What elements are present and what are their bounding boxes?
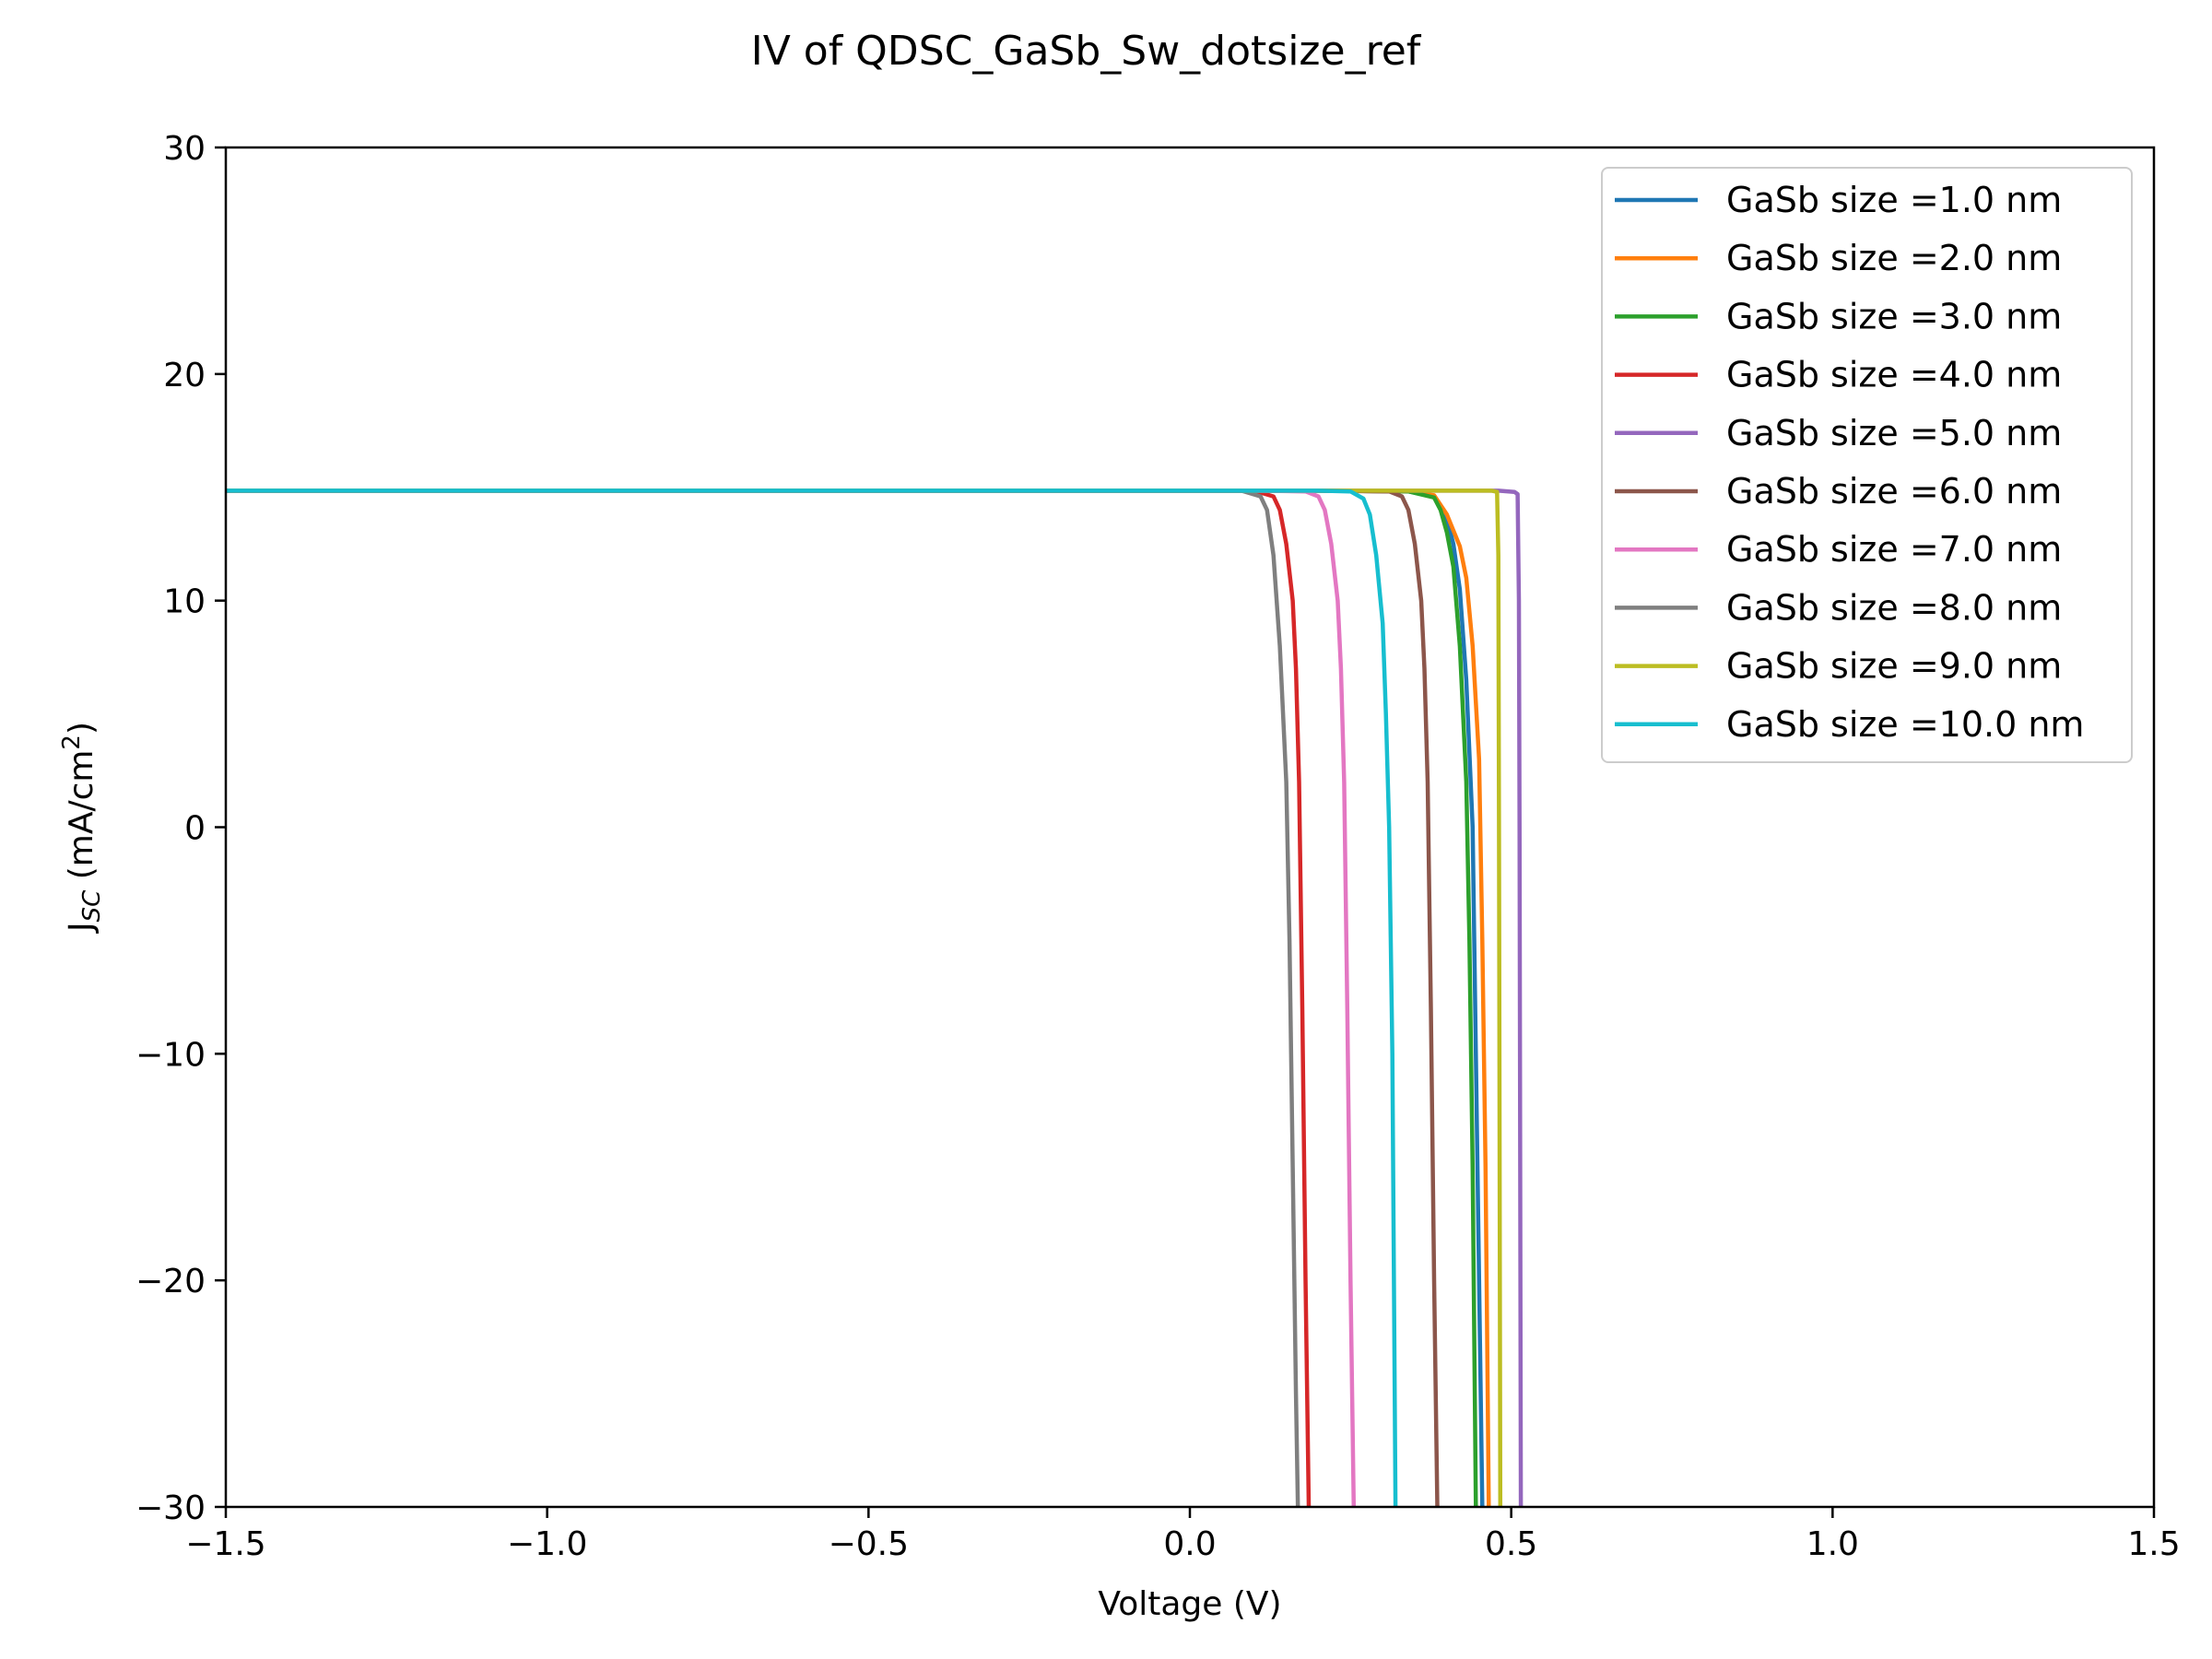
legend-label: GaSb size =7.0 nm [1726,529,2062,570]
x-axis-label: Voltage (V) [1098,1585,1281,1623]
series-line-9 [226,488,1503,1507]
legend-label: GaSb size =10.0 nm [1726,704,2084,745]
y-tick-label: 30 [163,130,206,168]
y-tick-label: 0 [184,810,206,848]
legend-label: GaSb size =5.0 nm [1726,413,2062,453]
legend-box [1601,167,2133,763]
y-tick-label: −30 [135,1489,206,1527]
y-tick-label: −20 [135,1263,206,1300]
legend-label: GaSb size =6.0 nm [1726,471,2062,512]
x-tick-label: −1.0 [507,1525,587,1563]
x-tick-label: 1.5 [2127,1525,2180,1563]
x-axis: −1.5 −1.0 −0.5 0.0 0.5 1.0 1.5 [185,1507,2181,1563]
x-tick-label: 1.0 [1806,1525,1859,1563]
legend-label: GaSb size =9.0 nm [1726,646,2062,687]
y-tick-label: −10 [135,1036,206,1074]
legend-label: GaSb size =1.0 nm [1726,180,2062,220]
y-axis: −30 −20 −10 0 10 20 30 [135,130,226,1527]
y-tick-label: 20 [163,357,206,394]
series-line-8 [226,488,1300,1507]
y-tick-label: 10 [163,583,206,621]
legend-label: GaSb size =3.0 nm [1726,296,2062,336]
legend-label: GaSb size =8.0 nm [1726,587,2062,628]
x-tick-label: 0.5 [1485,1525,1537,1563]
legend-label: GaSb size =4.0 nm [1726,355,2062,395]
chart-title: IV of QDSC_GaSb_Sw_dotsize_ref [751,28,1422,75]
series-line-10 [226,488,1398,1507]
series-line-5 [226,488,1524,1507]
x-tick-label: −1.5 [185,1525,265,1563]
legend: GaSb size =1.0 nm GaSb size =2.0 nm GaSb s… [1601,167,2133,763]
legend-label: GaSb size =2.0 nm [1726,238,2062,278]
x-tick-label: 0.0 [1163,1525,1216,1563]
x-tick-label: −0.5 [829,1525,909,1563]
series-layer [226,488,1524,1507]
y-axis-label: JSC (mA/cm2) [58,722,106,934]
series-line-4 [226,488,1312,1507]
